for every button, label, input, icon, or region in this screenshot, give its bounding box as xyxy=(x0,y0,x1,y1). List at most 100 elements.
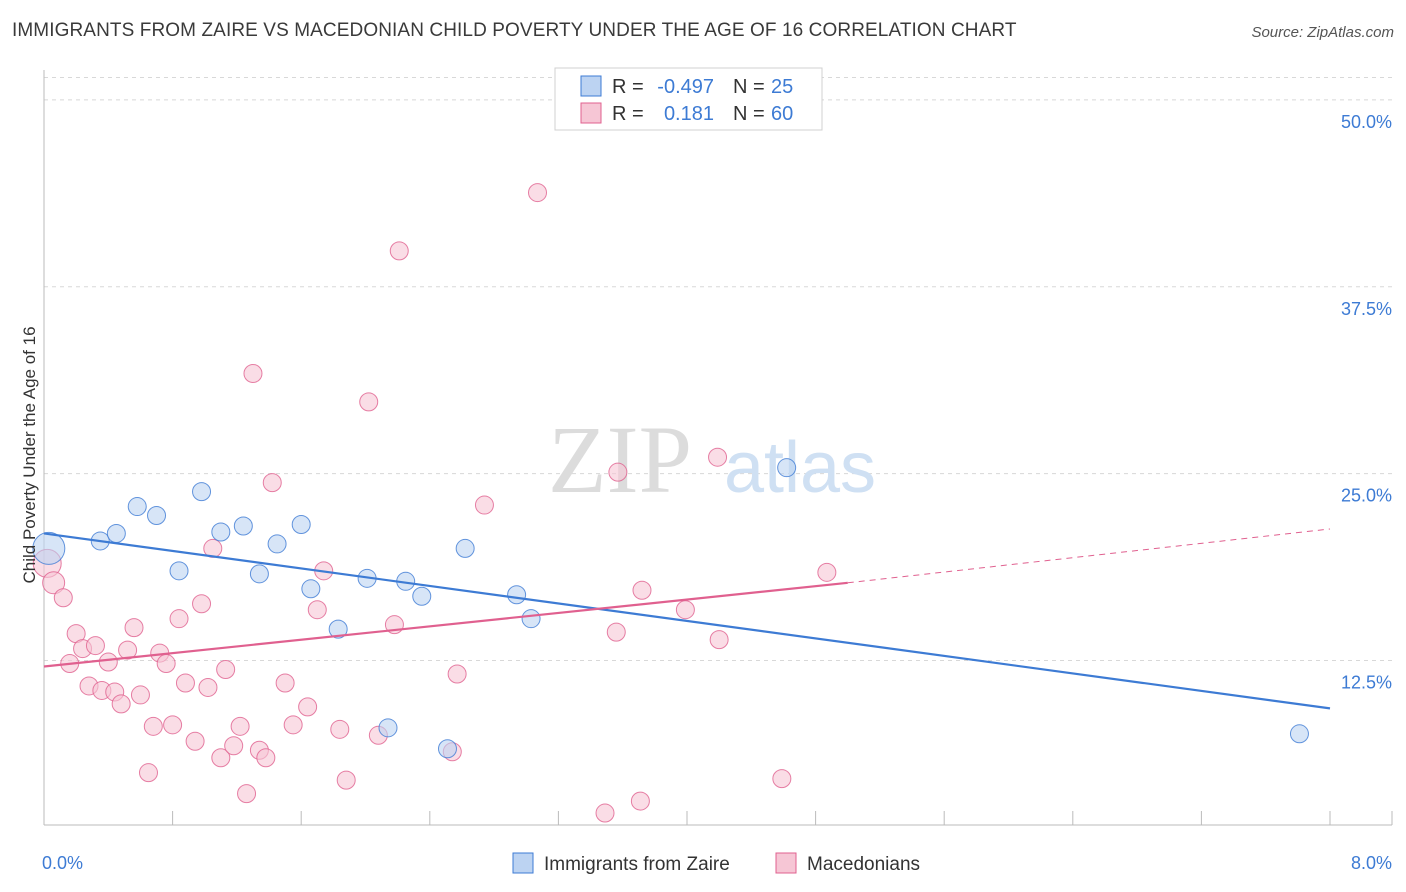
macedonian-point xyxy=(192,594,212,614)
zaire-point xyxy=(378,718,398,738)
zaire-point xyxy=(507,585,527,605)
macedonian-point xyxy=(675,600,695,620)
macedonian-point xyxy=(243,363,263,383)
macedonian-point xyxy=(156,654,176,674)
bottom-legend-swatch-pink xyxy=(775,852,797,874)
bottom-legend-swatch-blue xyxy=(512,852,534,874)
y-tick-label: 25.0% xyxy=(1341,486,1392,506)
data-points xyxy=(32,183,1309,823)
zaire-point xyxy=(412,586,432,606)
macedonian-point xyxy=(138,763,158,783)
legend-n-label-1: N = xyxy=(733,76,765,98)
zaire-point xyxy=(455,538,475,558)
watermark-atlas: atlas xyxy=(724,428,876,508)
watermark: ZIP atlas xyxy=(548,406,876,513)
macedonian-point xyxy=(53,588,73,608)
macedonian-point xyxy=(262,473,282,493)
macedonian-point xyxy=(216,660,236,680)
zaire-point xyxy=(777,458,797,478)
zaire-point xyxy=(437,739,457,759)
zaire-point xyxy=(291,514,311,534)
legend-swatch-pink xyxy=(580,102,602,124)
zaire-point xyxy=(192,482,212,502)
macedonian-point xyxy=(230,716,250,736)
legend-r-value-2: 0.181 xyxy=(664,103,714,125)
x-tick-label: 0.0% xyxy=(42,853,83,873)
y-tick-label: 12.5% xyxy=(1341,673,1392,693)
macedonian-point xyxy=(608,462,628,482)
zaire-trend-line xyxy=(43,532,1331,710)
y-tick-label: 37.5% xyxy=(1341,299,1392,319)
macedonian-point xyxy=(143,716,163,736)
zaire-point xyxy=(301,579,321,599)
macedonian-point xyxy=(124,618,144,638)
macedonian-point xyxy=(211,748,231,768)
zaire-point xyxy=(169,561,189,581)
zaire-point xyxy=(147,506,167,526)
macedonian-point xyxy=(447,664,467,684)
macedonian-point xyxy=(185,731,205,751)
zaire-point xyxy=(267,534,287,554)
macedonian-point xyxy=(42,571,66,595)
bottom-legend-label-1: Immigrants from Zaire xyxy=(544,854,730,875)
correlation-legend: R = -0.497 N = 25 R = 0.181 N = 60 xyxy=(554,67,823,131)
zaire-point xyxy=(32,531,66,565)
macedonian-point xyxy=(163,715,183,735)
macedonian-point xyxy=(474,495,494,515)
macedonian-point xyxy=(389,241,409,261)
macedonian-point xyxy=(709,630,729,650)
macedonian-point xyxy=(595,803,615,823)
legend-swatch-blue xyxy=(580,75,602,97)
watermark-zip: ZIP xyxy=(548,406,692,513)
zaire-point xyxy=(233,516,253,536)
y-axis-label: Child Poverty Under the Age of 16 xyxy=(20,326,39,583)
legend-r-label-1: R = xyxy=(612,76,644,98)
zaire-point xyxy=(328,619,348,639)
legend-r-label-2: R = xyxy=(612,103,644,125)
series-legend: Immigrants from Zaire Macedonians xyxy=(512,852,920,875)
zaire-point xyxy=(127,497,147,517)
legend-n-label-2: N = xyxy=(733,103,765,125)
macedonian-point xyxy=(630,791,650,811)
macedonian-point xyxy=(175,673,195,693)
x-tick-label: 8.0% xyxy=(1351,853,1392,873)
legend-n-value-2: 60 xyxy=(771,103,793,125)
macedonian-point xyxy=(198,677,218,697)
macedonian-point xyxy=(256,748,276,768)
macedonian-point xyxy=(708,447,728,467)
zaire-point xyxy=(1289,724,1309,744)
macedonian-point xyxy=(817,562,837,582)
macedonian-point xyxy=(275,673,295,693)
macedonian-point xyxy=(98,652,118,672)
macedonian-point xyxy=(85,636,105,656)
legend-r-value-1: -0.497 xyxy=(657,76,714,98)
macedonian-point xyxy=(298,697,318,717)
source-label: Source: ZipAtlas.com xyxy=(1251,24,1394,41)
macedonian-trend-extension xyxy=(847,528,1331,584)
y-tick-label: 50.0% xyxy=(1341,112,1392,132)
macedonian-point xyxy=(772,769,792,789)
legend-n-value-1: 25 xyxy=(771,76,793,98)
macedonian-point xyxy=(169,609,189,629)
zaire-point xyxy=(249,564,269,584)
macedonian-point xyxy=(118,640,138,660)
macedonian-point xyxy=(632,580,652,600)
macedonian-point xyxy=(359,392,379,412)
chart-title: IMMIGRANTS FROM ZAIRE VS MACEDONIAN CHIL… xyxy=(12,20,1017,41)
macedonian-point xyxy=(330,719,350,739)
macedonian-trend-line xyxy=(43,581,848,668)
trend-lines xyxy=(43,528,1331,710)
bottom-legend-label-2: Macedonians xyxy=(807,854,920,875)
macedonian-point xyxy=(111,694,131,714)
macedonian-point xyxy=(336,770,356,790)
zaire-point xyxy=(521,609,541,629)
macedonian-point xyxy=(130,685,150,705)
macedonian-point xyxy=(224,736,244,756)
zaire-point xyxy=(106,523,126,543)
axes: 12.5% 25.0% 37.5% 50.0% 0.0% 8.0% xyxy=(42,70,1393,873)
macedonian-point xyxy=(283,715,303,735)
macedonian-point xyxy=(528,183,548,203)
macedonian-point xyxy=(237,784,257,804)
macedonian-point xyxy=(606,622,626,642)
